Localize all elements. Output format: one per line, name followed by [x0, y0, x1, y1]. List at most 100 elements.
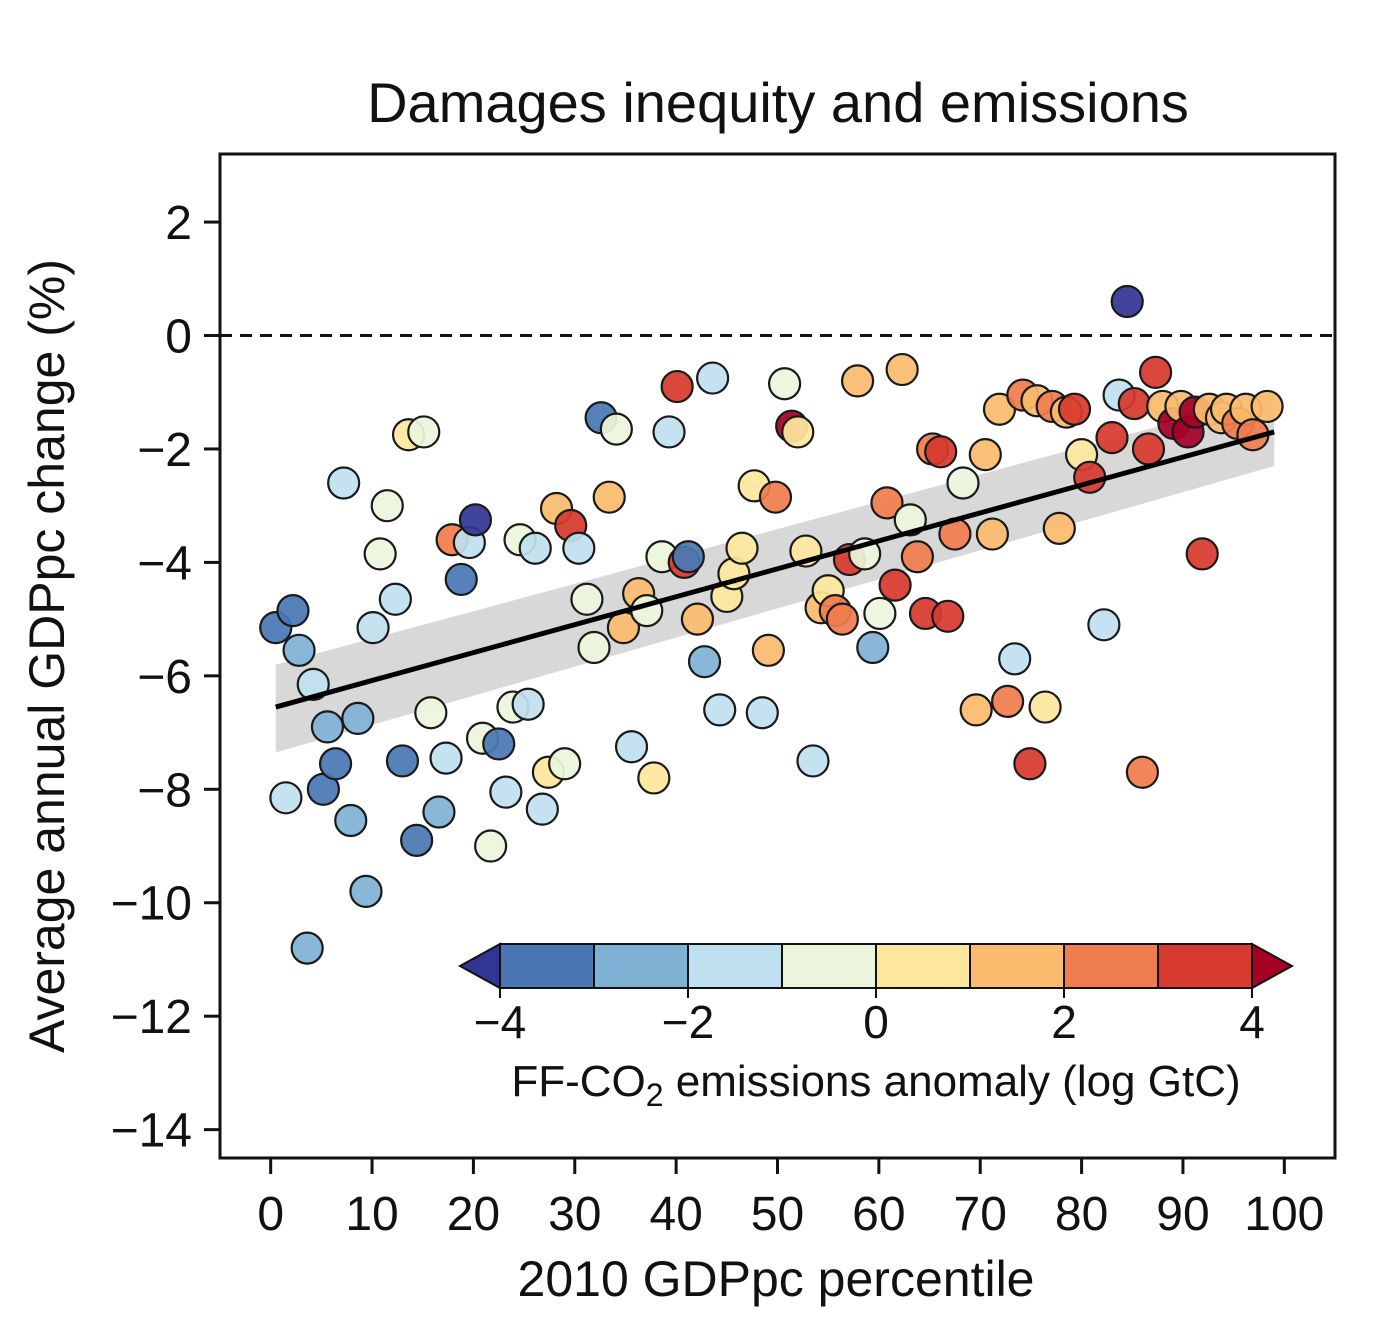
- scatter-point: [318, 747, 353, 781]
- colorbar-segment: [1063, 943, 1159, 989]
- scatter-point: [334, 803, 368, 838]
- colorbar-under-arrow: [457, 942, 501, 990]
- scatter-point: [489, 775, 523, 809]
- scatter-point: [767, 367, 802, 401]
- y-tick-label: −8: [137, 764, 192, 817]
- scatter-point: [968, 438, 1002, 472]
- scatter-point: [290, 931, 324, 965]
- y-tick-label: 0: [165, 311, 192, 364]
- scatter-point: [840, 364, 875, 398]
- x-tick-label: 60: [852, 1188, 905, 1241]
- x-tick-label: 40: [649, 1188, 702, 1241]
- scatter-point: [592, 480, 626, 514]
- colorbar-segment: [969, 943, 1065, 989]
- scatter-point: [1117, 386, 1151, 421]
- x-tick-label: 50: [751, 1188, 804, 1241]
- x-tick-label: 70: [954, 1188, 1007, 1241]
- scatter-point: [931, 599, 965, 633]
- scatter-point: [671, 540, 705, 574]
- scatter-point: [422, 795, 456, 829]
- scatter-point: [1013, 747, 1047, 781]
- scatter-point: [781, 415, 815, 449]
- scatter-point: [511, 687, 545, 721]
- scatter-point: [1185, 537, 1219, 571]
- scatter-point: [796, 744, 830, 778]
- scatter-point: [975, 517, 1009, 551]
- scatter-point: [370, 489, 404, 523]
- confidence-band: [275, 395, 1275, 753]
- scatter-point: [1250, 389, 1284, 424]
- confidence-band-area: [275, 395, 1275, 753]
- scatter-point: [946, 466, 980, 500]
- scatter-point: [356, 611, 390, 645]
- scatter-point: [885, 352, 919, 387]
- scatter-point: [696, 361, 730, 395]
- scatter-points: [259, 284, 1284, 965]
- regression-line: [275, 429, 1275, 710]
- y-axis-label: Average annual GDPpc change (%): [19, 259, 75, 1053]
- scatter-point: [548, 747, 582, 781]
- scatter-point: [751, 633, 785, 667]
- y-tick-label: −14: [111, 1105, 192, 1158]
- x-axis-label: 2010 GDPpc percentile: [518, 1251, 1035, 1307]
- scatter-point: [269, 781, 303, 815]
- scatter-point: [363, 537, 397, 571]
- scatter-point: [414, 696, 448, 730]
- y-tick-label: 2: [165, 197, 192, 250]
- y-tick-label: −12: [111, 991, 192, 1044]
- scatter-point: [652, 415, 686, 449]
- scatter-point: [599, 412, 633, 446]
- x-tick-label: 30: [548, 1188, 601, 1241]
- scatter-point: [282, 633, 316, 667]
- x-tick-label: 80: [1055, 1188, 1108, 1241]
- scatter-point: [518, 531, 552, 565]
- colorbar-segment: [875, 943, 971, 989]
- y-tick-label: −2: [137, 424, 192, 477]
- scatter-point: [562, 531, 596, 565]
- scatter-point: [825, 602, 859, 636]
- scatter-point: [758, 480, 793, 514]
- scatter-point: [614, 730, 649, 764]
- colorbar-tick-label: −4: [474, 996, 526, 1048]
- scatter-point: [458, 503, 493, 537]
- scatter-point: [745, 696, 779, 730]
- chart-title: Damages inequity and emissions: [367, 71, 1189, 134]
- scatter-point: [577, 630, 611, 665]
- colorbar-segment: [593, 943, 689, 989]
- scatter-point: [1095, 421, 1129, 455]
- scatter-point: [687, 645, 722, 679]
- scatter-point: [341, 701, 375, 735]
- scatter-point: [725, 531, 759, 565]
- scatter-point: [1028, 690, 1062, 724]
- y-tick-label: −6: [137, 651, 192, 704]
- colorbar-tick-label: 2: [1051, 996, 1077, 1048]
- scatter-point: [310, 710, 345, 744]
- scatter-point: [482, 727, 516, 761]
- scatter-point: [998, 642, 1032, 676]
- scatter-point: [1138, 355, 1173, 389]
- trend-line: [275, 429, 1275, 710]
- colorbar-tick-label: 4: [1239, 996, 1265, 1048]
- colorbar-segment: [687, 943, 783, 989]
- x-tick-label: 90: [1156, 1188, 1209, 1241]
- scatter-point: [637, 761, 671, 795]
- scatter-point: [856, 630, 890, 665]
- scatter-point: [1110, 284, 1144, 319]
- scatter-point: [378, 582, 412, 616]
- scatter-point: [703, 693, 737, 727]
- scatter-point: [1042, 511, 1076, 545]
- scatter-point: [959, 693, 993, 727]
- scatter-point: [1057, 392, 1092, 426]
- colorbar-tick-label: −2: [662, 996, 714, 1048]
- scatter-point: [444, 562, 478, 597]
- x-tick-label: 20: [447, 1188, 500, 1241]
- scatter-point: [680, 602, 715, 636]
- x-axis: 0 10 20 30 40 50 60 70 80 90 100: [257, 1158, 1324, 1241]
- y-tick-label: −4: [137, 537, 192, 590]
- scatter-point: [1131, 432, 1166, 466]
- colorbar: −4 −2 0 2 4: [457, 942, 1295, 1048]
- colorbar-tick-label: 0: [863, 996, 889, 1048]
- scatter-point: [990, 684, 1025, 718]
- colorbar-over-arrow: [1251, 942, 1295, 990]
